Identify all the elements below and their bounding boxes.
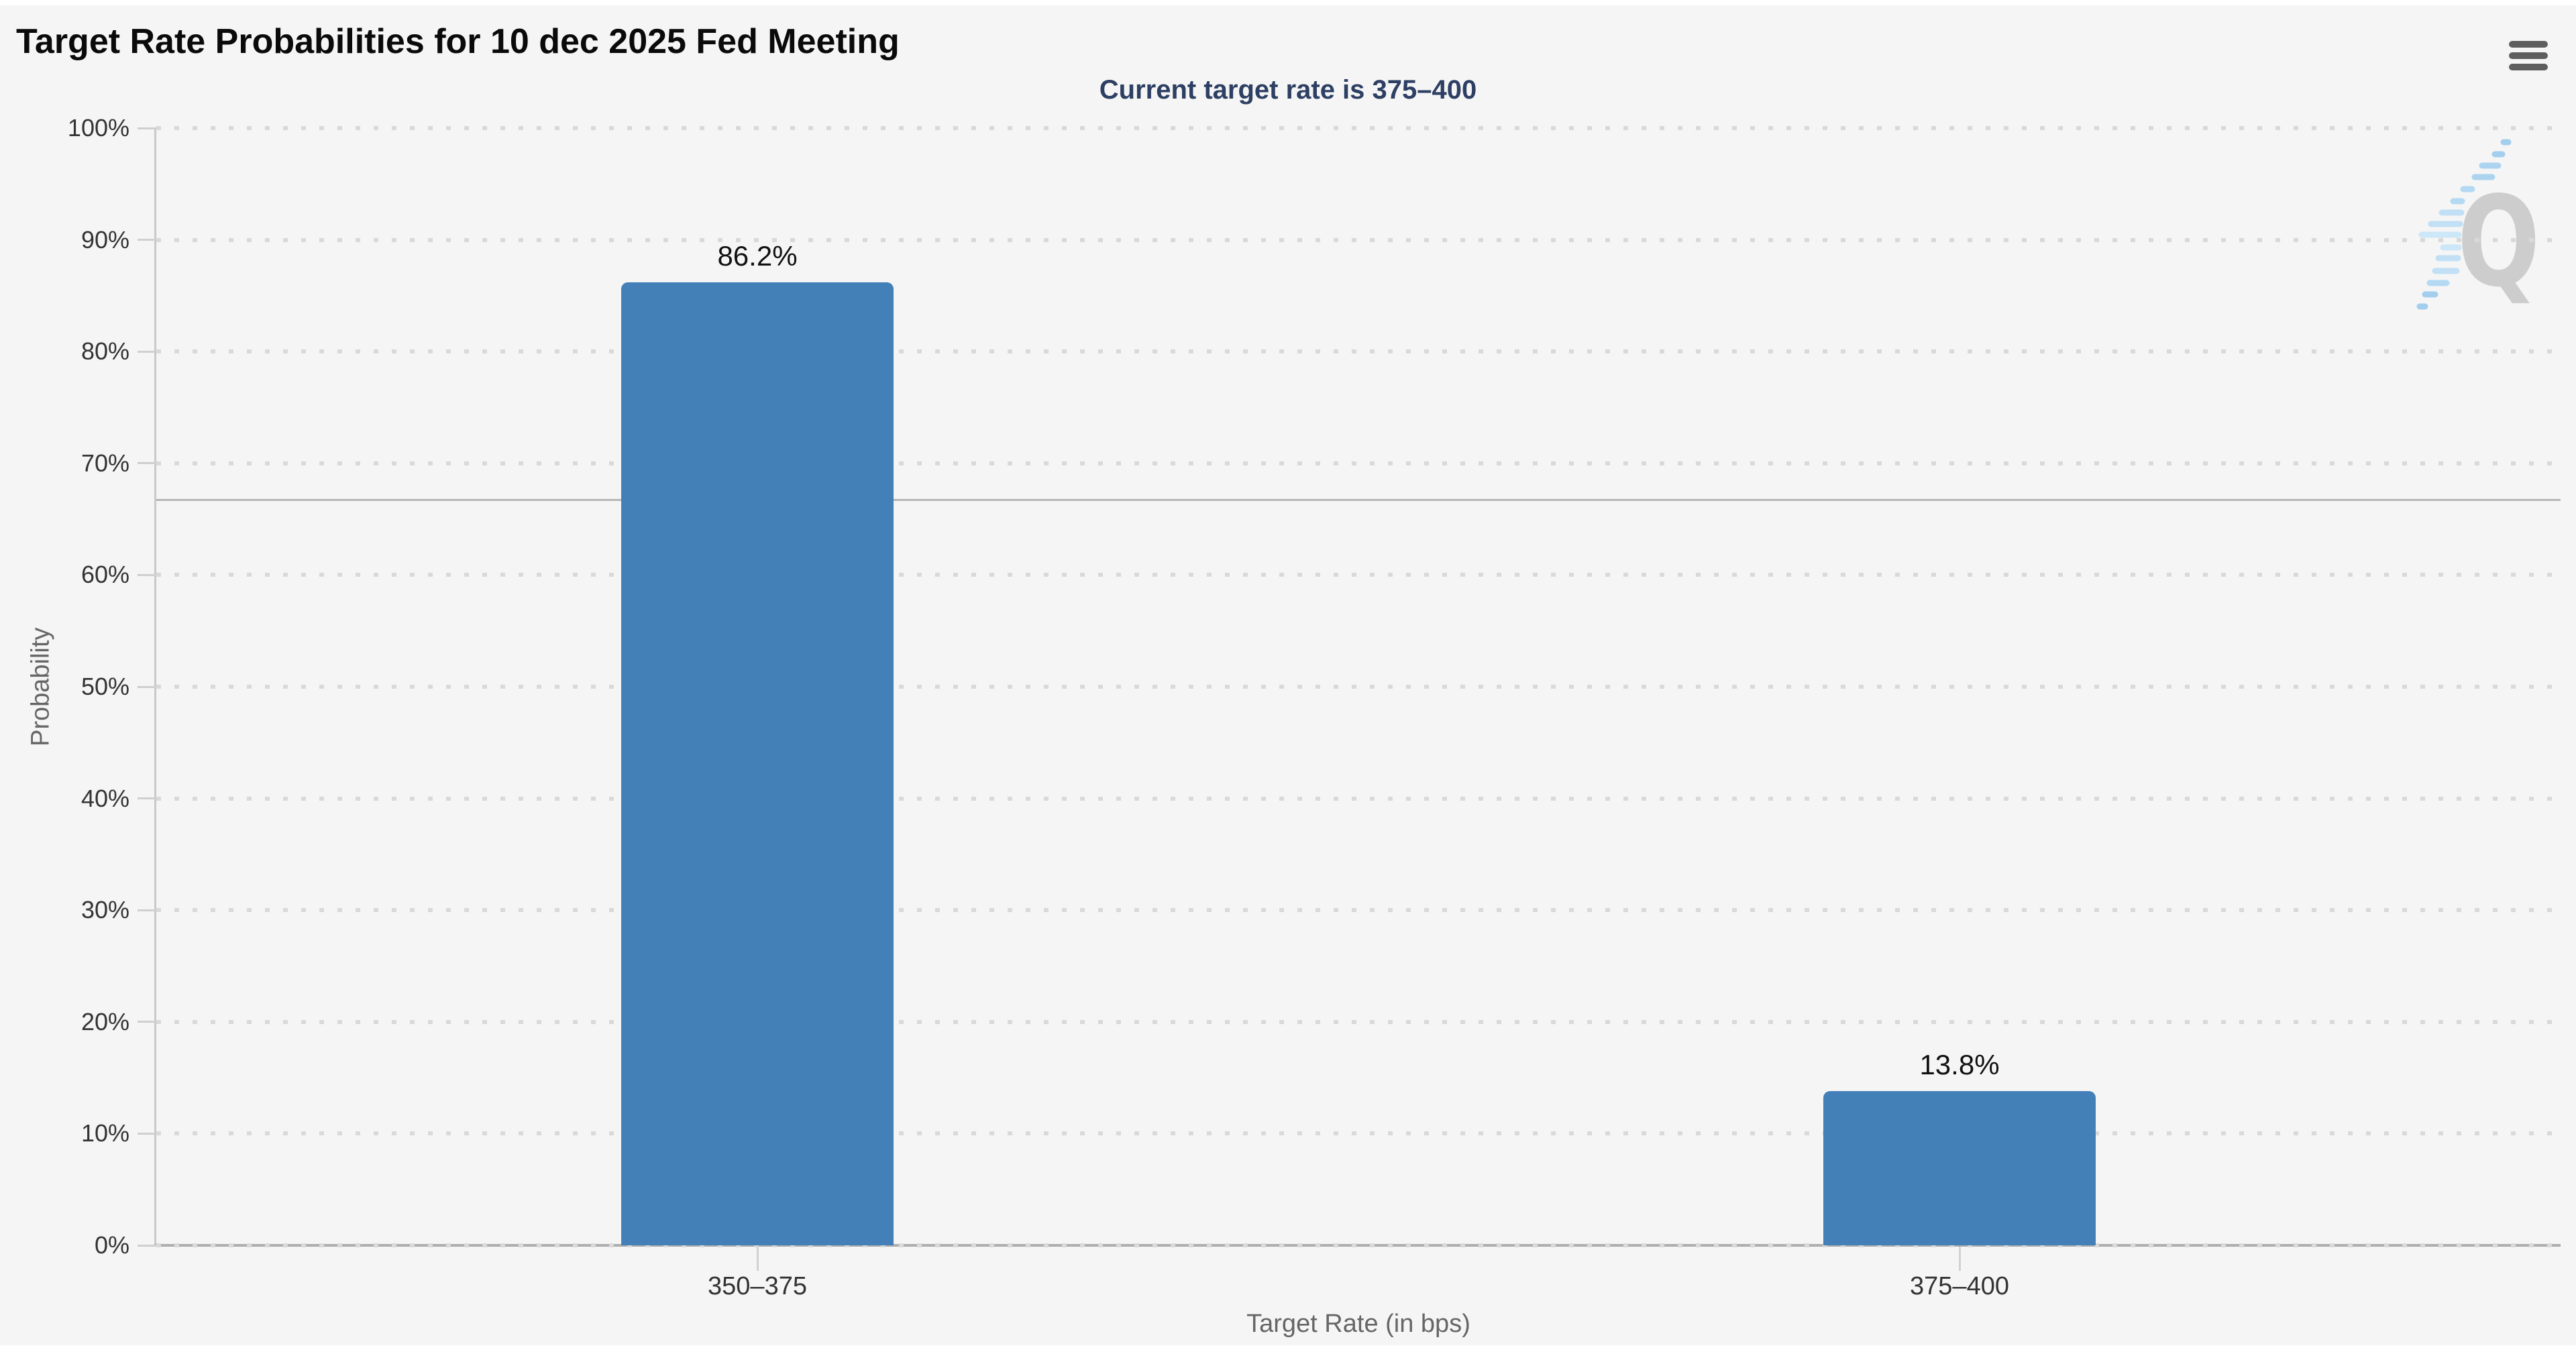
y-tick-mark xyxy=(138,1021,156,1023)
y-tick-label: 0% xyxy=(94,1231,129,1259)
page-title: Target Rate Probabilities for 10 dec 202… xyxy=(16,22,900,61)
y-gridline xyxy=(156,126,2561,130)
y-tick-mark xyxy=(138,350,156,353)
y-tick-mark xyxy=(138,573,156,576)
hamburger-icon xyxy=(2509,41,2548,70)
x-tick-mark xyxy=(756,1247,759,1271)
plot-area: Probability Target Rate (in bps) 0% 10% 20… xyxy=(27,115,2561,1338)
bar-value-label: 13.8% xyxy=(1919,1049,2000,1081)
y-tick-label: 10% xyxy=(80,1119,129,1147)
y-gridline xyxy=(156,1019,2561,1024)
y-tick-mark xyxy=(138,685,156,688)
reference-line xyxy=(156,499,2561,502)
y-tick-mark xyxy=(138,1244,156,1247)
y-tick-label: 50% xyxy=(80,673,129,700)
y-tick-label: 30% xyxy=(80,896,129,924)
y-gridline xyxy=(156,1131,2561,1136)
y-tick-label: 60% xyxy=(80,561,129,589)
chart-bar[interactable] xyxy=(621,282,894,1245)
y-tick-label: 90% xyxy=(80,225,129,253)
y-tick-label: 40% xyxy=(80,784,129,812)
y-gridline xyxy=(156,908,2561,913)
chart-subtitle: Current target rate is 375–400 xyxy=(1099,75,1477,105)
y-tick-mark xyxy=(138,462,156,465)
category-label: 375–400 xyxy=(1910,1272,2009,1300)
chart-context-menu-button[interactable] xyxy=(2501,30,2556,82)
y-tick-mark xyxy=(138,127,156,129)
chart-bar[interactable] xyxy=(1823,1091,2096,1245)
x-tick-mark xyxy=(1958,1247,1961,1271)
category-label: 350–375 xyxy=(708,1272,807,1300)
y-gridline xyxy=(156,237,2561,242)
y-tick-label: 80% xyxy=(80,337,129,365)
x-axis-title: Target Rate (in bps) xyxy=(1246,1310,1470,1338)
y-tick-mark xyxy=(138,239,156,241)
bar-value-label: 86.2% xyxy=(717,239,798,272)
y-gridline xyxy=(156,349,2561,354)
y-tick-label: 20% xyxy=(80,1007,129,1035)
y-gridline xyxy=(156,1243,2561,1247)
y-tick-mark xyxy=(138,797,156,800)
y-tick-label: 70% xyxy=(80,449,129,477)
y-gridline xyxy=(156,573,2561,577)
y-gridline xyxy=(156,685,2561,689)
y-gridline xyxy=(156,796,2561,801)
y-tick-mark xyxy=(138,1132,156,1135)
y-tick-mark xyxy=(138,909,156,911)
chart-container: Target Rate Probabilities for 10 dec 202… xyxy=(0,5,2576,1345)
y-gridline xyxy=(156,461,2561,465)
y-tick-label: 100% xyxy=(67,114,129,142)
